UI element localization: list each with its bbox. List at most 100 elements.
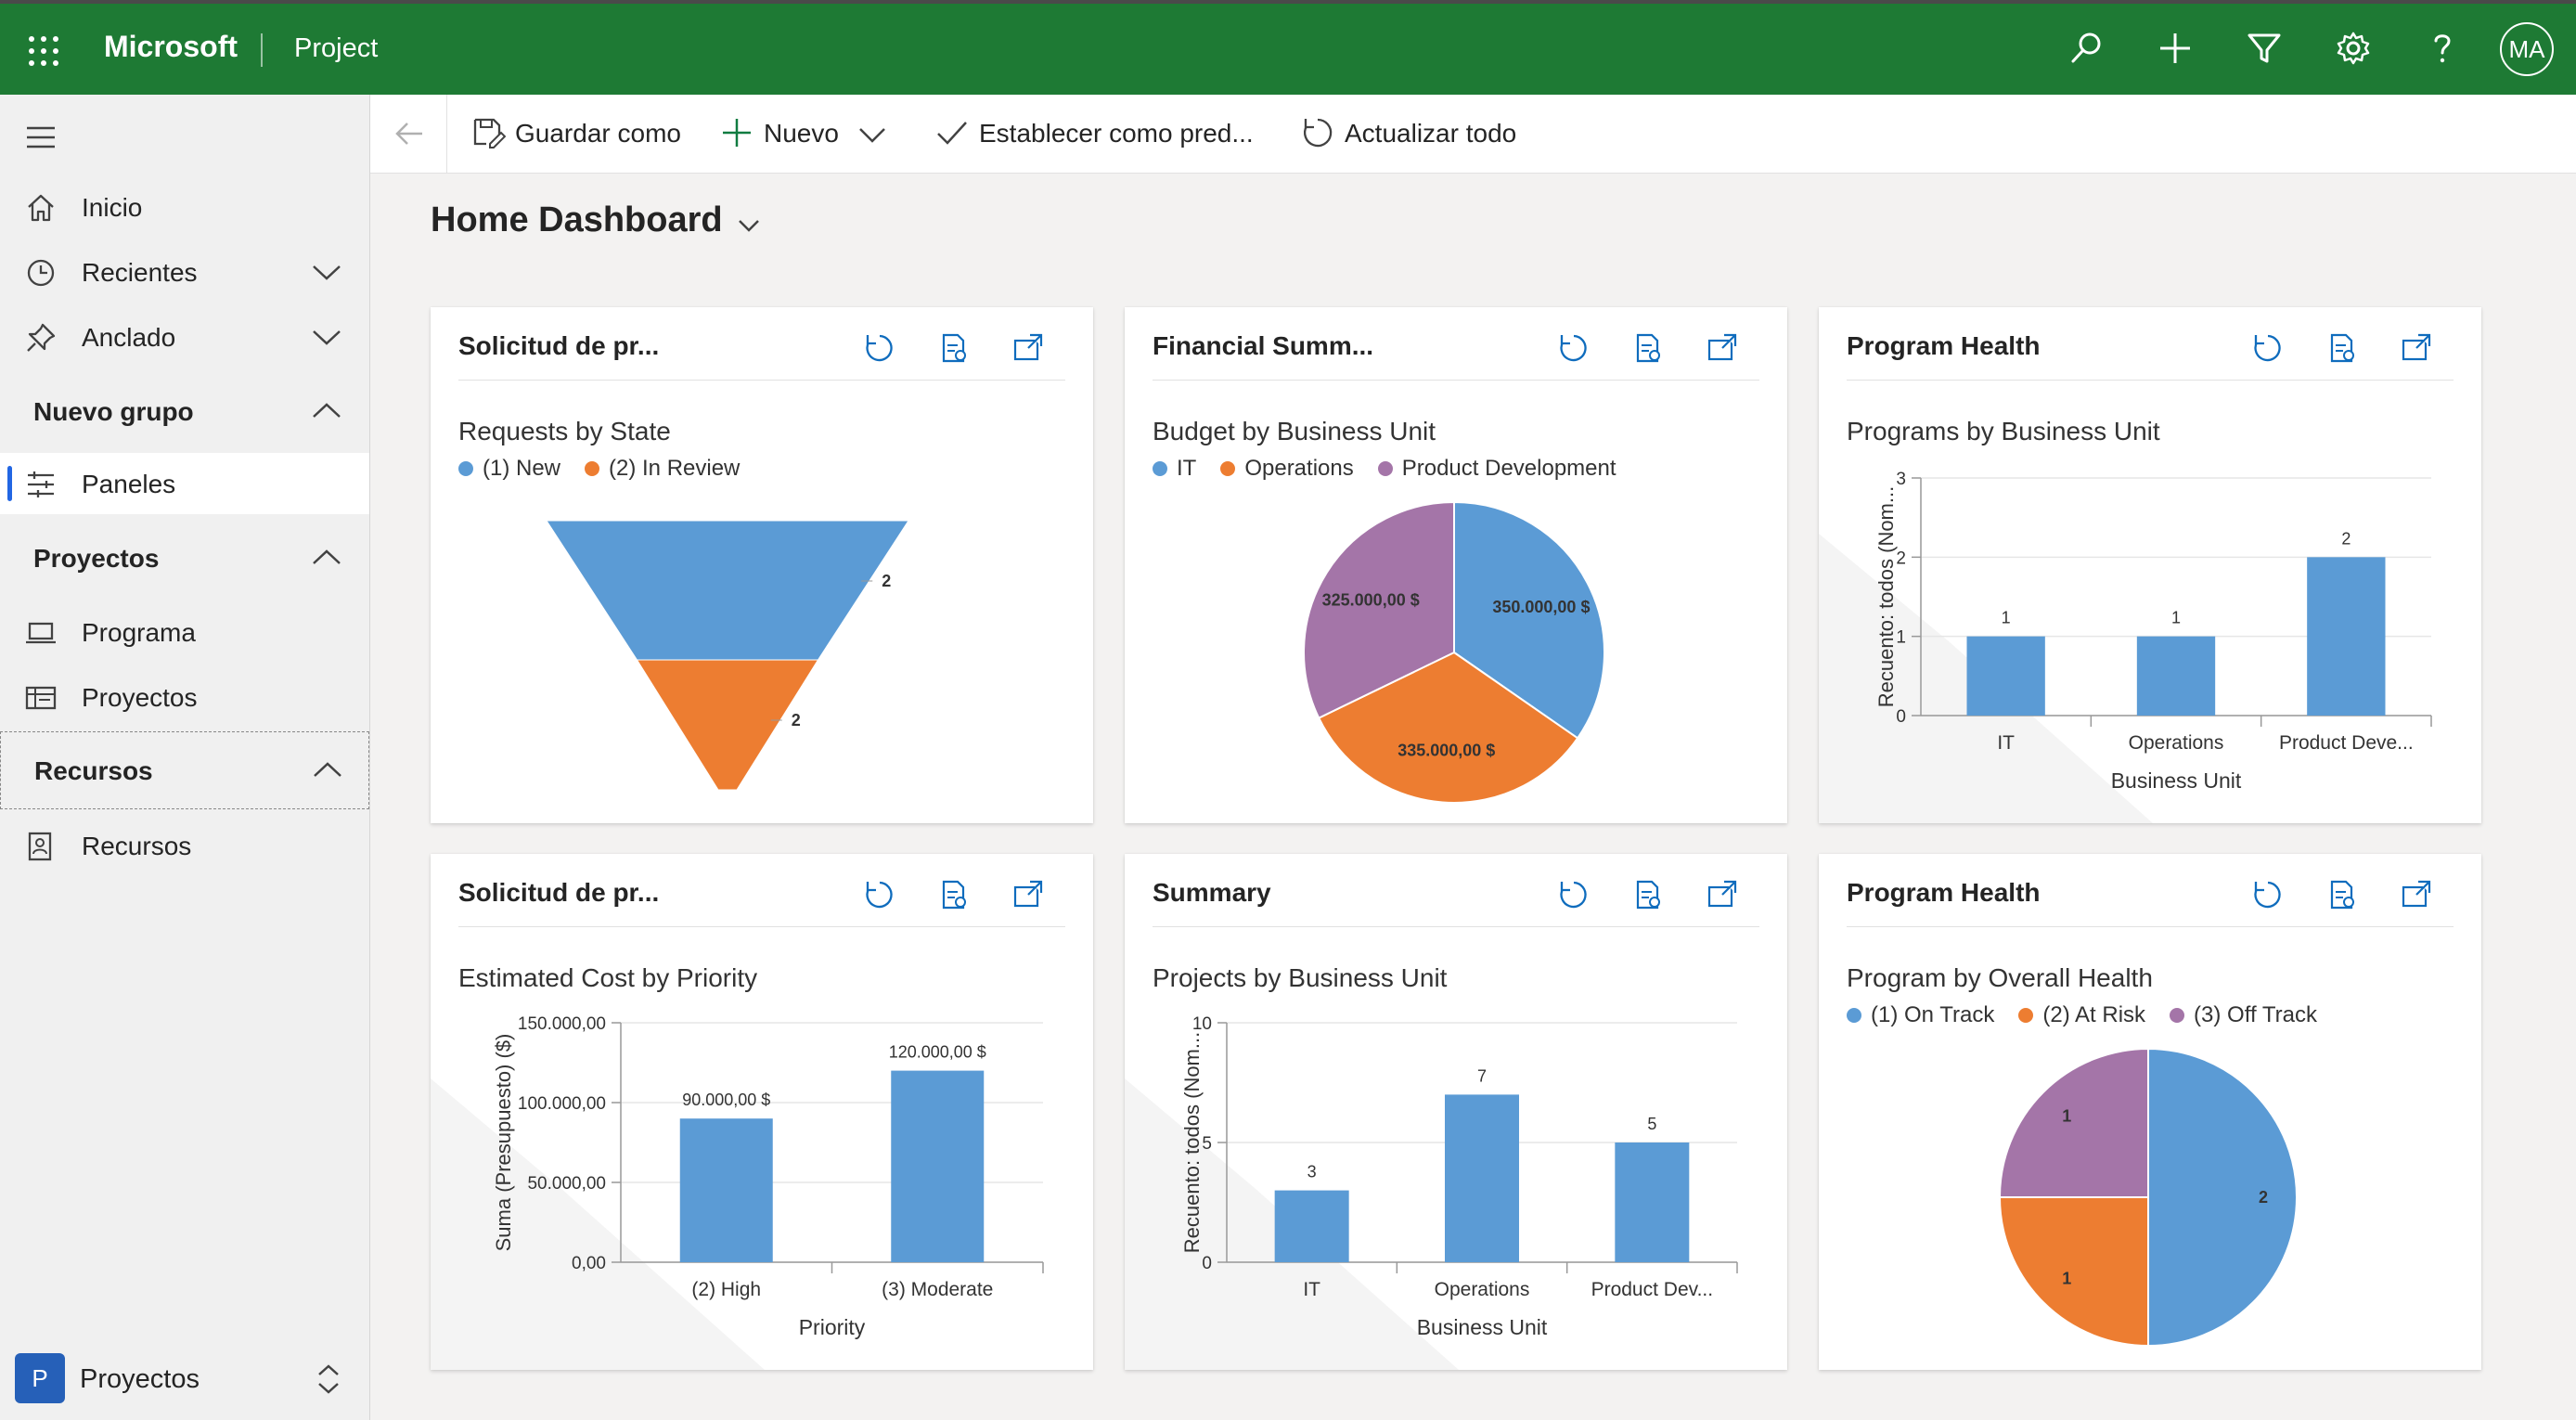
chevron-up-icon[interactable]: [311, 756, 344, 784]
chevron-down-icon[interactable]: [310, 323, 343, 351]
legend-item[interactable]: Operations: [1220, 456, 1354, 482]
chevron-down-icon[interactable]: [857, 119, 888, 150]
expand-chart-icon[interactable]: [1706, 331, 1739, 365]
y-tick-label: 10: [1192, 1014, 1212, 1034]
expand-chart-icon[interactable]: [1011, 878, 1045, 911]
sidebar-item-label: Recursos: [82, 832, 192, 860]
funnel-segment: [546, 520, 909, 661]
card-title[interactable]: Solicitud de pr...: [458, 878, 660, 907]
sidebar-group-label: Recursos: [34, 756, 153, 785]
clock-icon: [27, 259, 55, 287]
card-divider: [458, 380, 1065, 381]
pie-chart: 350.000,00 $ 335.000,00 $ 325.000,00 $: [1303, 500, 1605, 804]
refresh-icon[interactable]: [1557, 878, 1591, 911]
y-axis-label: Suma (Presupuesto) ($): [492, 1034, 515, 1252]
x-tick-label: (2) High: [691, 1279, 761, 1300]
filter-icon[interactable]: [2246, 30, 2283, 67]
pie-slice: [1998, 1047, 2149, 1198]
chevron-up-down-icon[interactable]: [312, 1361, 345, 1398]
x-axis-label: Business Unit: [2111, 768, 2242, 793]
refresh-icon[interactable]: [863, 878, 896, 911]
data-label: 5: [1647, 1115, 1656, 1133]
chart-title: Estimated Cost by Priority: [458, 963, 758, 992]
legend-swatch: [1220, 461, 1236, 476]
back-arrow-icon[interactable]: [391, 115, 428, 152]
area-switcher[interactable]: P Proyectos: [0, 1325, 369, 1418]
card-title[interactable]: Summary: [1153, 878, 1271, 907]
sidebar-group-label: Proyectos: [33, 544, 160, 573]
sidebar-item-program[interactable]: Programa: [0, 601, 369, 663]
expand-chart-icon[interactable]: [1706, 878, 1739, 911]
view-records-icon[interactable]: [2325, 331, 2359, 365]
legend-item[interactable]: (1) On Track: [1847, 1002, 1994, 1028]
gear-icon[interactable]: [2335, 30, 2372, 67]
chevron-down-icon[interactable]: [310, 258, 343, 286]
sidebar-group-resources[interactable]: Recursos: [0, 731, 369, 809]
legend-swatch: [2018, 1008, 2034, 1023]
card-title[interactable]: Program Health: [1847, 331, 2041, 360]
dashboard-icon: [28, 471, 54, 497]
legend-item[interactable]: Product Development: [1377, 456, 1616, 482]
sidebar-item-projects[interactable]: Proyectos: [0, 666, 369, 728]
chart-card: Program Health Program by Overall Health…: [1819, 854, 2481, 1370]
hamburger-menu-icon[interactable]: [24, 121, 58, 154]
refresh-all-button[interactable]: Actualizar todo: [1300, 95, 1541, 173]
app-launcher-icon[interactable]: [26, 33, 61, 69]
card-divider: [1153, 380, 1759, 381]
brand-name[interactable]: Microsoft: [104, 30, 238, 63]
chart-card: Program Health Programs by Business Unit…: [1819, 307, 2481, 823]
chevron-up-icon[interactable]: [310, 544, 343, 572]
expand-chart-icon[interactable]: [1011, 331, 1045, 365]
help-icon[interactable]: [2424, 30, 2461, 67]
legend-label: (1) On Track: [1871, 1002, 1995, 1027]
x-tick-label: Product Deve...: [2279, 732, 2414, 754]
chevron-down-icon[interactable]: [735, 212, 763, 239]
card-title[interactable]: Program Health: [1847, 878, 2041, 907]
search-icon[interactable]: [2067, 30, 2105, 67]
sidebar-item-dashboards[interactable]: Paneles: [0, 453, 369, 514]
view-records-icon[interactable]: [2325, 878, 2359, 911]
data-label: 335.000,00 $: [1397, 742, 1495, 760]
sidebar-item-resources[interactable]: Recursos: [0, 815, 369, 876]
legend-swatch: [585, 461, 600, 476]
data-label: 325.000,00 $: [1322, 591, 1420, 610]
refresh-icon[interactable]: [1557, 331, 1591, 365]
set-default-button[interactable]: Establecer como pred...: [934, 95, 1269, 173]
new-button[interactable]: Nuevo: [719, 95, 905, 173]
legend-item[interactable]: (2) In Review: [585, 456, 740, 482]
card-title[interactable]: Solicitud de pr...: [458, 331, 660, 360]
add-icon[interactable]: [2157, 30, 2194, 67]
bar-chart: 0 5 10 3 IT 7 Operations 5 Product Dev... Busines…: [1125, 1014, 1738, 1370]
area-badge: P: [15, 1353, 65, 1403]
legend-item[interactable]: (3) Off Track: [2170, 1002, 2317, 1028]
expand-chart-icon[interactable]: [2400, 331, 2433, 365]
refresh-icon[interactable]: [2251, 331, 2285, 365]
y-tick-label: 100.000,00: [518, 1094, 606, 1114]
card-title[interactable]: Financial Summ...: [1153, 331, 1374, 360]
user-avatar[interactable]: MA: [2500, 22, 2554, 76]
expand-chart-icon[interactable]: [2400, 878, 2433, 911]
refresh-icon: [1304, 118, 1333, 148]
refresh-icon[interactable]: [2251, 878, 2285, 911]
view-records-icon[interactable]: [1631, 331, 1665, 365]
view-records-icon[interactable]: [937, 878, 971, 911]
sidebar-item-home[interactable]: Inicio: [0, 176, 369, 238]
sidebar-item-recent[interactable]: Recientes: [0, 241, 369, 303]
refresh-icon[interactable]: [863, 331, 896, 365]
data-label: 2: [2341, 529, 2351, 548]
view-records-icon[interactable]: [1631, 878, 1665, 911]
dashboard-title[interactable]: Home Dashboard: [431, 200, 723, 239]
legend-item[interactable]: IT: [1153, 456, 1196, 482]
app-name[interactable]: Project: [294, 33, 379, 63]
legend-item[interactable]: (1) New: [458, 456, 560, 482]
y-tick-label: 0: [1896, 707, 1906, 727]
save-as-button[interactable]: Guardar como: [470, 95, 693, 173]
chevron-up-icon[interactable]: [310, 397, 343, 425]
sidebar-item-pinned[interactable]: Anclado: [0, 306, 369, 368]
sidebar-group-new-group[interactable]: Nuevo grupo: [0, 381, 369, 442]
view-records-icon[interactable]: [937, 331, 971, 365]
legend-item[interactable]: (2) At Risk: [2018, 1002, 2145, 1028]
x-tick-label: IT: [1997, 732, 2015, 754]
sidebar-group-projects[interactable]: Proyectos: [0, 527, 369, 588]
legend-label: (2) At Risk: [2042, 1002, 2146, 1027]
